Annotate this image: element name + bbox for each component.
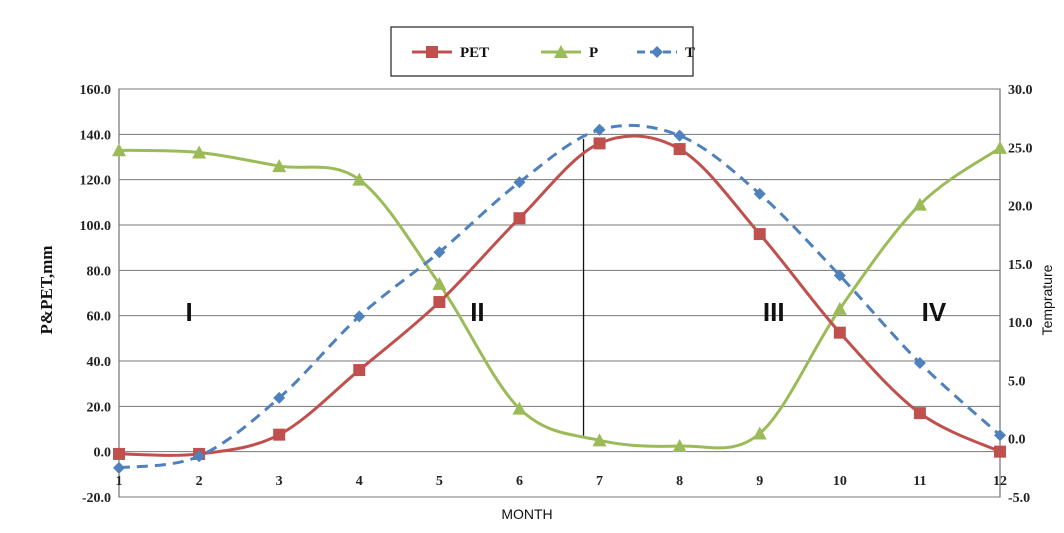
series-t-marker — [193, 450, 206, 463]
series-p-marker — [752, 426, 767, 440]
region-label: IV — [922, 297, 947, 327]
series-p-marker — [112, 143, 126, 157]
series-t-marker — [593, 123, 606, 136]
series-p-marker — [672, 439, 687, 452]
series-t — [113, 123, 1006, 474]
series-pet-marker — [913, 407, 926, 420]
series-p-marker — [352, 172, 367, 186]
y-tick-label: 80.0 — [87, 264, 112, 279]
series-p-marker — [912, 197, 927, 211]
series-pet-marker — [273, 428, 286, 441]
y2-tick-label: 10.0 — [1008, 316, 1033, 331]
y2-tick-label: 15.0 — [1008, 258, 1033, 273]
y2-tick-label: -5.0 — [1008, 491, 1030, 506]
series-t-marker — [113, 461, 125, 474]
series-t-marker — [913, 356, 926, 369]
legend-item-p: P — [541, 45, 598, 61]
legend-pet-marker — [426, 46, 438, 58]
series-t-marker — [753, 187, 766, 200]
y2-axis-title: Temprature — [1039, 264, 1055, 335]
y-tick-label: 100.0 — [80, 219, 112, 234]
y-tick-label: -20.0 — [82, 491, 111, 506]
x-tick-label: 8 — [676, 474, 683, 489]
legend-item-t: T — [637, 45, 695, 61]
series-pet-marker — [513, 212, 526, 225]
series-p-marker — [432, 276, 447, 290]
y-axis-ticks: -20.0 0.0 20.0 40.0 60.0 80.0 100.0 120.0 140.0 1… — [80, 83, 112, 506]
y-tick-label: 160.0 — [80, 83, 112, 98]
series-pet — [113, 134, 1006, 460]
series-t-marker — [833, 269, 846, 282]
series-pet-marker — [433, 296, 446, 309]
x-tick-label: 12 — [993, 474, 1007, 489]
legend-t-label: T — [685, 45, 695, 61]
gridlines — [118, 88, 1001, 498]
series-p-marker — [192, 145, 207, 159]
region-label: I — [185, 297, 192, 327]
x-axis-title: MONTH — [501, 506, 552, 522]
series-t-marker — [994, 429, 1006, 442]
x-tick-label: 10 — [833, 474, 847, 489]
legend-pet-label: PET — [460, 45, 489, 61]
x-tick-label: 9 — [756, 474, 763, 489]
series-t-marker — [433, 246, 446, 259]
y-tick-label: 120.0 — [80, 174, 112, 189]
y2-tick-label: 20.0 — [1008, 200, 1033, 215]
y-tick-label: 0.0 — [94, 446, 112, 461]
legend-t-marker — [651, 46, 663, 58]
y-tick-label: 140.0 — [80, 128, 112, 143]
x-tick-label: 2 — [196, 474, 203, 489]
series-p-marker — [832, 301, 847, 315]
x-tick-label: 3 — [276, 474, 283, 489]
series-t-marker — [513, 176, 526, 189]
series-t-marker — [353, 310, 366, 323]
series-pet-marker — [113, 447, 125, 460]
series-p-marker — [512, 401, 527, 415]
y2-tick-label: 5.0 — [1008, 374, 1026, 389]
y2-tick-label: 25.0 — [1008, 141, 1033, 156]
series-t-marker — [673, 129, 686, 142]
x-tick-label: 7 — [596, 474, 603, 489]
y-tick-label: 40.0 — [87, 355, 112, 370]
series-pet-marker — [994, 445, 1006, 458]
series-p-marker — [592, 433, 607, 447]
y2-tick-label: 30.0 — [1008, 83, 1033, 98]
series-p-marker — [993, 140, 1007, 154]
region-labels: I II III IV — [185, 138, 947, 436]
legend-p-label: P — [589, 45, 598, 61]
y2-axis-ticks: -5.0 0.0 5.0 10.0 15.0 20.0 25.0 30.0 — [1008, 83, 1033, 506]
y-tick-label: 20.0 — [87, 400, 112, 415]
y2-tick-label: 0.0 — [1008, 433, 1026, 448]
x-tick-label: 1 — [116, 474, 123, 489]
series-p — [112, 140, 1007, 452]
legend-item-pet: PET — [412, 45, 489, 61]
series-pet-marker — [753, 228, 766, 241]
series-pet-marker — [593, 137, 606, 150]
region-label: III — [763, 297, 785, 327]
series-lines — [112, 123, 1007, 474]
y-tick-label: 60.0 — [87, 310, 112, 325]
series-pet-marker — [833, 326, 846, 339]
x-tick-label: 6 — [516, 474, 523, 489]
x-tick-label: 4 — [356, 474, 363, 489]
legend-p-marker — [554, 45, 568, 58]
series-pet-marker — [353, 364, 366, 377]
x-tick-label: 5 — [436, 474, 443, 489]
x-axis-ticks: 1 2 3 4 5 6 7 8 9 10 11 12 — [116, 474, 1008, 489]
x-tick-label: 11 — [913, 474, 926, 489]
legend: PET P T — [390, 26, 695, 77]
region-label: II — [470, 297, 484, 327]
series-pet-marker — [673, 143, 686, 156]
series-p-marker — [272, 159, 287, 173]
series-t-marker — [273, 391, 286, 404]
y-axis-title: P&PET,mm — [37, 246, 56, 335]
